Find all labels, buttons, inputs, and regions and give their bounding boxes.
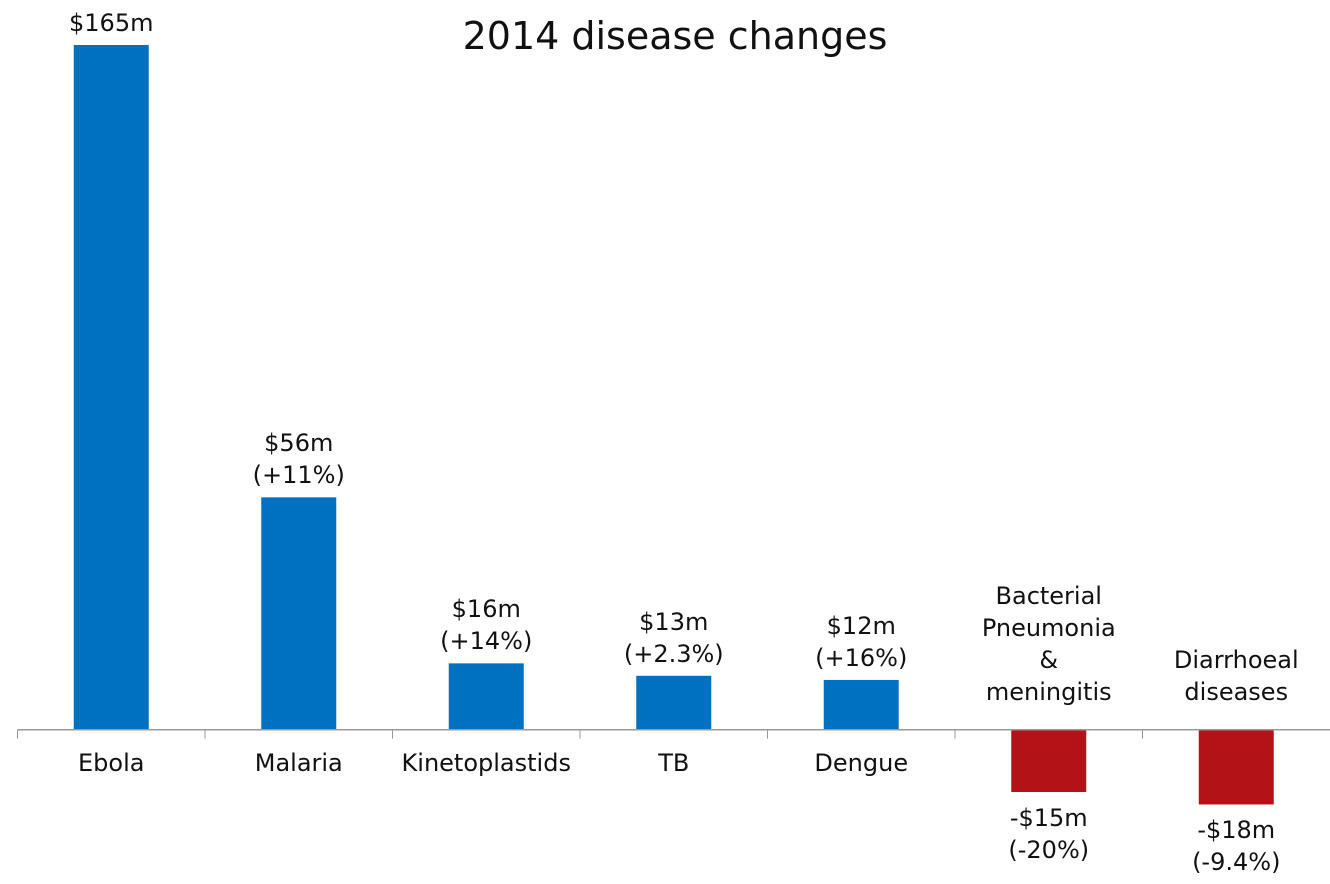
category-label: Dengue bbox=[814, 748, 909, 777]
category-label: Diarrhoeal diseases bbox=[1173, 645, 1299, 706]
bar bbox=[636, 675, 712, 730]
value-label: -$18m (-9.4%) bbox=[1192, 816, 1281, 877]
value-label: $13m (+2.3%) bbox=[623, 607, 724, 668]
category-label: Kinetoplastids bbox=[401, 748, 571, 777]
category-label: TB bbox=[658, 748, 690, 777]
chart-title: 2014 disease changes bbox=[462, 14, 888, 58]
bar bbox=[823, 679, 899, 730]
value-label: $16m (+14%) bbox=[440, 595, 533, 656]
bar bbox=[73, 45, 149, 730]
bar bbox=[1011, 729, 1087, 792]
value-label: -$15m (-20%) bbox=[1008, 804, 1090, 864]
value-label: $56m (+11%) bbox=[252, 429, 345, 490]
bar bbox=[1198, 729, 1274, 805]
bar bbox=[448, 663, 524, 730]
bar bbox=[261, 497, 337, 730]
value-label: $12m (+16%) bbox=[815, 611, 908, 672]
category-label: Ebola bbox=[78, 748, 145, 777]
category-label: Malaria bbox=[254, 748, 343, 777]
category-label: Bacterial Pneumonia & meningitis bbox=[981, 581, 1116, 706]
value-label: $165m bbox=[69, 9, 154, 37]
